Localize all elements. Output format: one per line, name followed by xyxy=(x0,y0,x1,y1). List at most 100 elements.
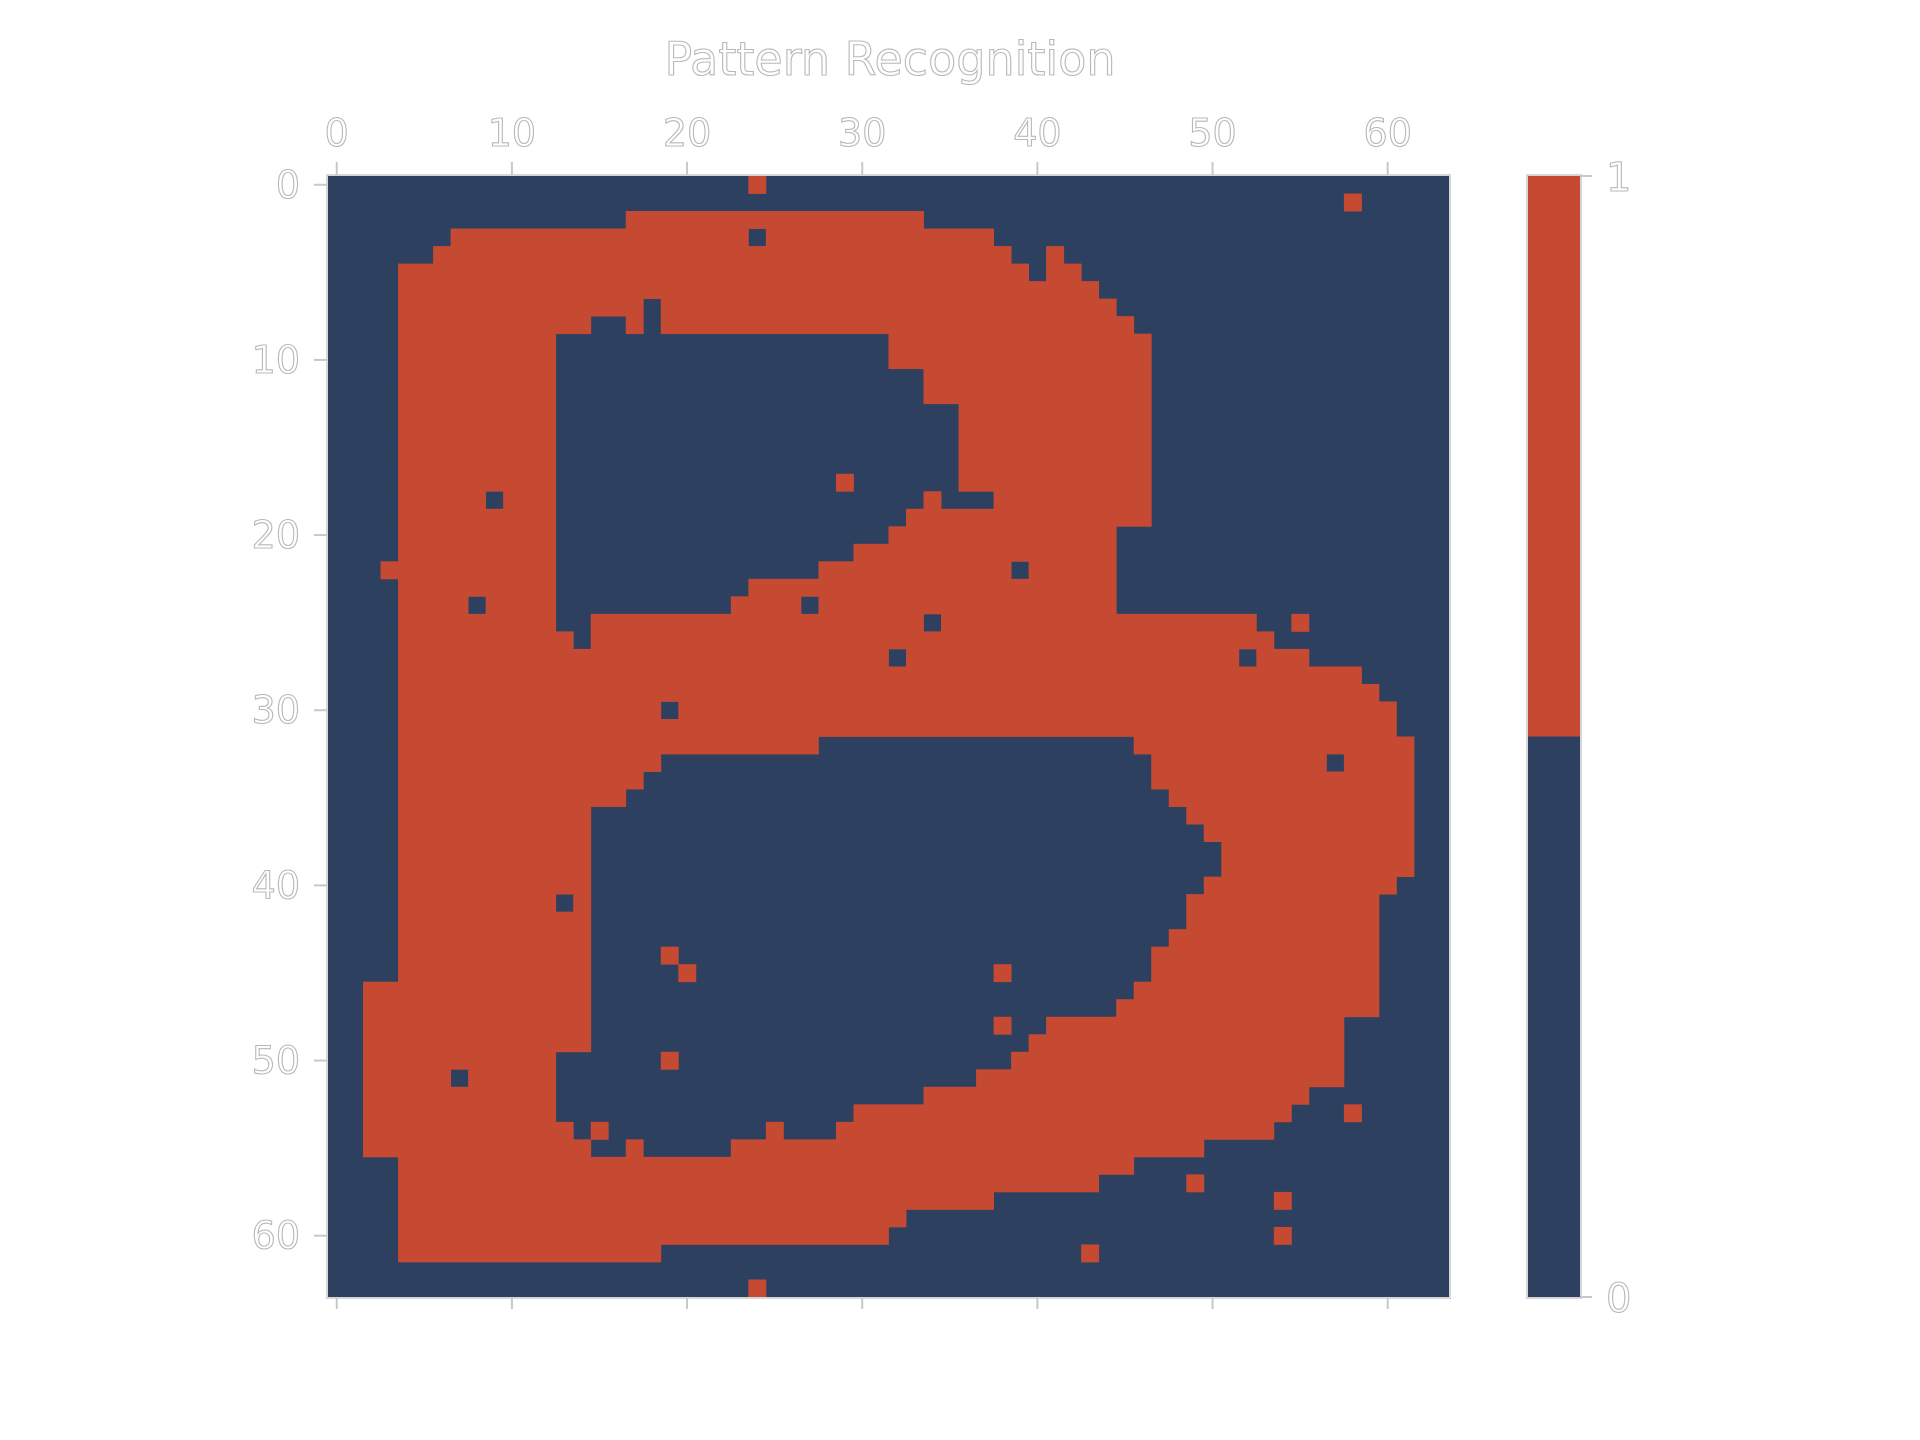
y-axis-ticks: 0 10 20 30 40 50 60 xyxy=(251,162,327,1258)
heatmap-cell-run xyxy=(660,1051,679,1070)
heatmap-cell-run xyxy=(398,1191,994,1210)
heatmap-cell-run xyxy=(398,701,662,720)
heatmap-cell-run xyxy=(398,1156,1135,1175)
heatmap-cell-run xyxy=(363,1121,574,1140)
heatmap-cell-run xyxy=(993,1016,1012,1035)
heatmap-cell-run xyxy=(398,368,557,387)
y-tick-label: 10 xyxy=(252,338,300,382)
heatmap-cell-run xyxy=(906,508,1152,527)
heatmap-cell-run xyxy=(765,228,994,247)
heatmap-cell-run xyxy=(923,368,1152,387)
heatmap-cell-run xyxy=(818,561,1012,580)
heatmap-cell-run xyxy=(398,333,557,352)
heatmap-cell-run xyxy=(450,228,749,247)
heatmap-cell-run xyxy=(1186,1174,1205,1193)
heatmap-cell-run xyxy=(835,473,854,492)
heatmap-cell-run xyxy=(660,946,679,965)
heatmap-cell-run xyxy=(398,438,557,457)
x-tick-label: 30 xyxy=(838,111,886,155)
heatmap-cell-run xyxy=(398,298,644,317)
heatmap-cell-run xyxy=(398,964,592,983)
heatmap-cell-run xyxy=(660,298,1117,317)
heatmap-cell-run xyxy=(398,596,469,615)
heatmap-cell-run xyxy=(1081,1244,1100,1263)
heatmap-cell-run xyxy=(1221,859,1415,878)
heatmap-cell-run xyxy=(590,631,1275,650)
heatmap-cell-run xyxy=(765,1121,784,1140)
y-tick-label: 50 xyxy=(252,1039,300,1083)
heatmap-cell-run xyxy=(503,491,557,510)
heatmap-cell-run xyxy=(398,841,592,860)
heatmap-cell-run xyxy=(625,316,644,335)
heatmap-cell-run xyxy=(398,929,592,948)
x-tick-label: 40 xyxy=(1013,111,1061,155)
heatmap-cell-run xyxy=(398,386,557,405)
heatmap-cell-run xyxy=(1168,929,1380,948)
heatmap-cell-run xyxy=(1168,789,1415,807)
heatmap-cell-run xyxy=(660,316,1135,335)
heatmap-cell-run xyxy=(398,403,557,422)
colorbar-tick-label-min: 0 xyxy=(1606,1276,1631,1322)
heatmap-cell-run xyxy=(1046,246,1065,264)
heatmap-cell-run xyxy=(398,648,889,667)
heatmap-cell-run xyxy=(678,701,1397,720)
heatmap-cell-run xyxy=(398,718,1397,737)
y-tick-label: 0 xyxy=(276,163,300,207)
heatmap-cell-run xyxy=(398,876,592,895)
y-tick-label: 20 xyxy=(252,513,300,557)
heatmap-cell-run xyxy=(398,683,1380,702)
heatmap-cell-run xyxy=(398,351,557,370)
heatmap-cell-run xyxy=(363,999,592,1018)
heatmap-cell-run xyxy=(1028,1034,1345,1053)
heatmap-cell-run xyxy=(748,1279,767,1298)
heatmap-cell-run xyxy=(678,964,697,983)
x-tick-label: 10 xyxy=(488,111,536,155)
heatmap-cell-run xyxy=(398,894,557,913)
heatmap-cell-run xyxy=(398,1244,662,1263)
heatmap-cell-run xyxy=(398,631,574,650)
heatmap-cell-run xyxy=(888,351,1152,370)
heatmap-cell-run xyxy=(398,806,592,825)
heatmap-cell-run xyxy=(398,1226,889,1245)
heatmap-cell-run xyxy=(1151,964,1380,983)
heatmap-cell-run xyxy=(1221,841,1415,860)
x-tick-label: 20 xyxy=(663,111,711,155)
heatmap-cell-run xyxy=(398,946,592,965)
heatmap-cell-run xyxy=(1133,736,1415,755)
heatmap-cell-run xyxy=(433,246,1012,264)
heatmap-cell-run xyxy=(398,754,662,772)
heatmap-cell-run xyxy=(398,456,557,475)
heatmap-cell-run xyxy=(398,578,557,597)
y-tick-label: 40 xyxy=(252,863,300,907)
heatmap-cell-run xyxy=(398,491,487,510)
heatmap-cell-run xyxy=(398,1209,907,1228)
heatmap-cell-run xyxy=(363,1086,557,1105)
heatmap-cell-run xyxy=(906,648,1240,667)
heatmap-cell-run xyxy=(398,911,592,930)
heatmap-cell-run xyxy=(923,491,942,510)
heatmap-cell-run xyxy=(888,333,1152,352)
heatmap-cell-run xyxy=(468,1069,557,1088)
heatmap-cell-run xyxy=(363,1069,452,1088)
heatmap-cell-run xyxy=(958,456,1152,475)
heatmap-cells xyxy=(328,176,1449,1298)
heatmap-cell-run xyxy=(398,613,557,632)
heatmap-cell-run xyxy=(363,981,592,1000)
heatmap-cell-run xyxy=(1186,911,1380,930)
heatmap-cell-run xyxy=(398,1174,1100,1193)
heatmap-cell-run xyxy=(590,613,924,632)
colorbar-segment-1 xyxy=(1528,176,1580,737)
heatmap-cell-run xyxy=(485,596,557,615)
heatmap-cell-run xyxy=(1273,1226,1292,1245)
heatmap-cell-run xyxy=(398,263,1030,282)
heatmap-cell-run xyxy=(1256,648,1310,667)
chart-title: Pattern Recognition xyxy=(665,32,1116,86)
heatmap-cell-run xyxy=(923,1086,1310,1105)
heatmap-cell-run xyxy=(398,508,557,527)
heatmap-cell-run xyxy=(1116,999,1380,1018)
heatmap-cell-run xyxy=(748,176,767,194)
heatmap-cell-run xyxy=(573,894,592,913)
heatmap-cell-run xyxy=(835,1121,1275,1140)
heatmap-cell-run xyxy=(976,1069,1345,1088)
